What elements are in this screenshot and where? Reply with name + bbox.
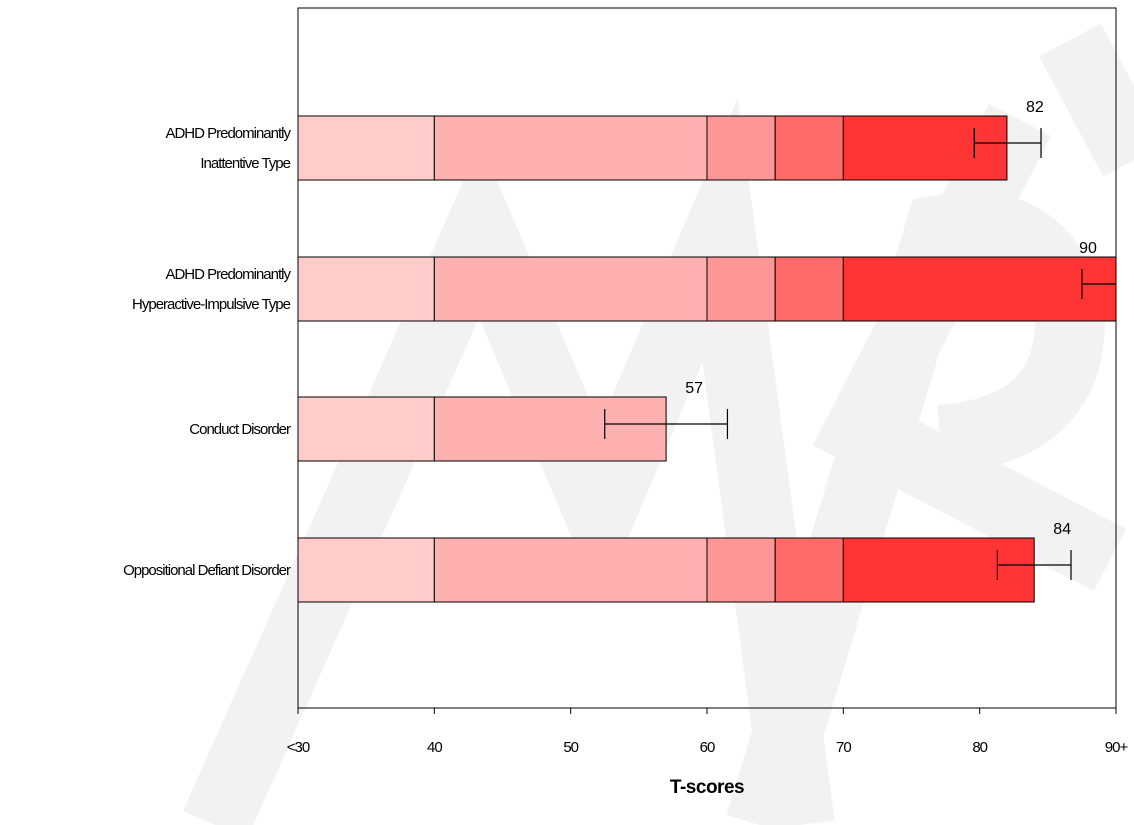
bar-segment [842,115,1008,181]
x-tick-label: 50 [563,739,578,756]
x-axis-title: T-scores [670,777,744,798]
bar-segment [774,115,844,181]
data-label: 57 [685,380,703,397]
bar-segment [433,256,708,322]
category-label: Hyperactive-Impulsive Type [132,296,291,313]
x-tick-label: <30 [287,739,310,756]
bar-segment [297,115,435,181]
data-label: 84 [1053,521,1071,538]
error-bars [604,128,1116,580]
bar-segment [433,115,708,181]
x-tick-label: 60 [700,739,715,756]
category-label: ADHD Predominantly [165,266,291,283]
bar-segment [706,256,776,322]
bar-segment [433,537,708,603]
x-axis-ticks: <30 40 50 60 70 80 90+ [287,708,1129,756]
bar-segment [297,256,435,322]
category-label: Oppositional Defiant Disorder [123,562,291,579]
bars [297,115,1117,603]
category-label: Conduct Disorder [189,421,291,438]
data-label: 90 [1079,240,1097,257]
x-tick-label: 40 [427,739,442,756]
bar-segment [842,537,1035,603]
bar-segment [774,537,844,603]
bar-segment [297,537,435,603]
bar-segment [774,256,844,322]
category-labels: ADHD Predominantly Inattentive Type ADHD P… [123,125,292,579]
data-labels: 82 90 57 84 [685,99,1097,538]
x-tick-label: 70 [836,739,851,756]
bar-segment [297,396,435,462]
data-label: 82 [1026,99,1044,116]
bar-segment [842,256,1117,322]
bar-segment [706,537,776,603]
category-label: ADHD Predominantly [165,125,291,142]
x-tick-label: 90+ [1105,739,1129,756]
bar-segment [706,115,776,181]
bar-segment [433,396,667,462]
x-tick-label: 80 [972,739,987,756]
category-label: Inattentive Type [200,155,290,172]
